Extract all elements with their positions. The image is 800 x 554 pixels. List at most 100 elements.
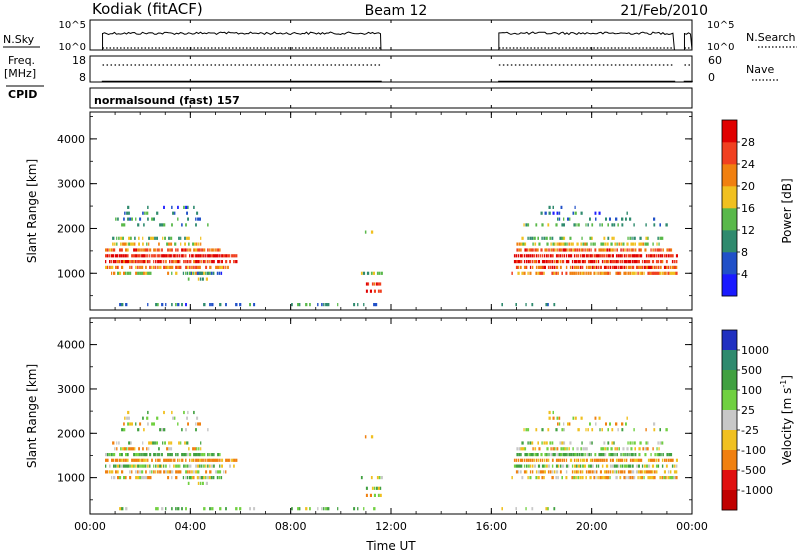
power-echo-point — [617, 223, 619, 227]
power-echo-point — [667, 265, 670, 269]
power-echo-point — [605, 260, 609, 264]
velocity-echo-point — [105, 470, 108, 474]
velocity-echo-point — [205, 476, 207, 480]
velocity-echo-point — [641, 464, 644, 468]
power-echo-point — [107, 254, 109, 258]
power-echo-point — [572, 248, 575, 252]
power-echo-point — [579, 271, 582, 275]
velocity-echo-point — [134, 447, 136, 451]
velocity-echo-point — [659, 441, 662, 445]
power-echo-point — [552, 242, 555, 246]
power-echo-point — [175, 265, 178, 269]
x-tick-label: 00:00 — [74, 520, 106, 533]
velocity-echo-point — [555, 458, 558, 462]
power-echo-point — [567, 217, 570, 221]
nsky-series-segment — [101, 31, 382, 51]
power-echo-point — [669, 271, 672, 275]
velocity-echo-point — [207, 458, 210, 462]
power-echo-point — [159, 223, 162, 227]
velocity-echo-point — [555, 476, 558, 480]
power-echo-point — [131, 260, 134, 264]
velocity-echo-point — [157, 470, 159, 474]
power-echo-point — [584, 248, 586, 252]
velocity-echo-point — [171, 410, 173, 415]
power-echo-point — [119, 271, 122, 275]
velocity-echo-point — [557, 458, 560, 462]
power-echo-point — [115, 265, 117, 269]
velocity-echo-point — [220, 476, 223, 480]
velocity-echo-point — [599, 458, 602, 462]
power-echo-point — [517, 265, 520, 269]
velocity-echo-point — [161, 428, 164, 432]
power-echo-point — [565, 265, 568, 269]
velocity-echo-point — [653, 428, 656, 432]
velocity-echo-point — [207, 428, 209, 432]
power-echo-point — [657, 260, 660, 264]
power-echo-point — [173, 254, 176, 258]
power-echo-point — [538, 242, 541, 246]
velocity-echo-point — [515, 458, 518, 462]
power-echo-point — [163, 205, 165, 209]
power-echo-point — [137, 265, 139, 269]
power-echo-point — [135, 248, 137, 252]
power-echo-point — [558, 248, 561, 252]
velocity-echo-point — [565, 458, 568, 462]
velocity-echo-point — [135, 422, 137, 426]
power-echo-point — [523, 223, 525, 227]
power-echo-point — [645, 254, 648, 258]
velocity-echo-point — [539, 458, 542, 462]
x-tick-label: 16:00 — [475, 520, 507, 533]
power-echo-point — [633, 271, 636, 275]
velocity-echo-point — [201, 464, 203, 468]
velocity-echo-point — [165, 507, 167, 511]
power-echo-point — [663, 265, 666, 269]
velocity-echo-point — [619, 476, 622, 480]
velocity-echo-point — [192, 447, 195, 451]
velocity-echo-point — [625, 476, 627, 480]
velocity-echo-point — [531, 507, 534, 511]
power-echo-point — [119, 303, 122, 307]
power-echo-point — [150, 236, 153, 240]
velocity-echo-point — [577, 428, 580, 432]
power-echo-point — [203, 254, 205, 258]
power-echo-point — [185, 223, 187, 227]
velocity-echo-point — [212, 476, 215, 480]
velocity-echo-point — [112, 441, 115, 445]
power-echo-point — [577, 260, 581, 264]
velocity-echo-point — [591, 428, 594, 432]
power-echo-point — [377, 282, 380, 286]
power-echo-point — [653, 254, 656, 258]
power-echo-point — [151, 217, 154, 221]
freq-label: Freq. — [8, 54, 35, 67]
velocity-echo-point — [666, 453, 669, 457]
power-echo-point — [643, 265, 646, 269]
velocity-echo-point — [595, 422, 597, 426]
velocity-echo-point — [606, 447, 609, 451]
velocity-echo-point — [162, 441, 164, 445]
velocity-echo-point — [157, 458, 160, 462]
velocity-echo-point — [560, 447, 563, 451]
power-echo-point — [657, 254, 660, 258]
power-echo-point — [661, 271, 664, 275]
velocity-echo-point — [185, 507, 187, 511]
velocity-echo-point — [131, 422, 133, 426]
power-echo-point — [223, 265, 225, 269]
power-echo-point — [603, 260, 606, 264]
power-echo-point — [180, 236, 182, 240]
power-echo-point — [659, 265, 662, 269]
velocity-colorbar-segment — [722, 470, 737, 491]
velocity-echo-point — [585, 470, 588, 474]
velocity-echo-point — [581, 441, 583, 445]
velocity-echo-point — [159, 464, 162, 468]
velocity-echo-point — [205, 464, 207, 468]
power-echo-point — [133, 260, 135, 264]
velocity-echo-point — [631, 458, 635, 462]
power-echo-point — [125, 248, 128, 252]
power-echo-point — [657, 271, 660, 275]
power-echo-point — [125, 303, 128, 307]
power-echo-point — [178, 236, 180, 240]
velocity-echo-point — [600, 447, 603, 451]
velocity-echo-point — [189, 453, 192, 457]
velocity-echo-point — [159, 453, 161, 457]
power-echo-point — [623, 254, 626, 258]
